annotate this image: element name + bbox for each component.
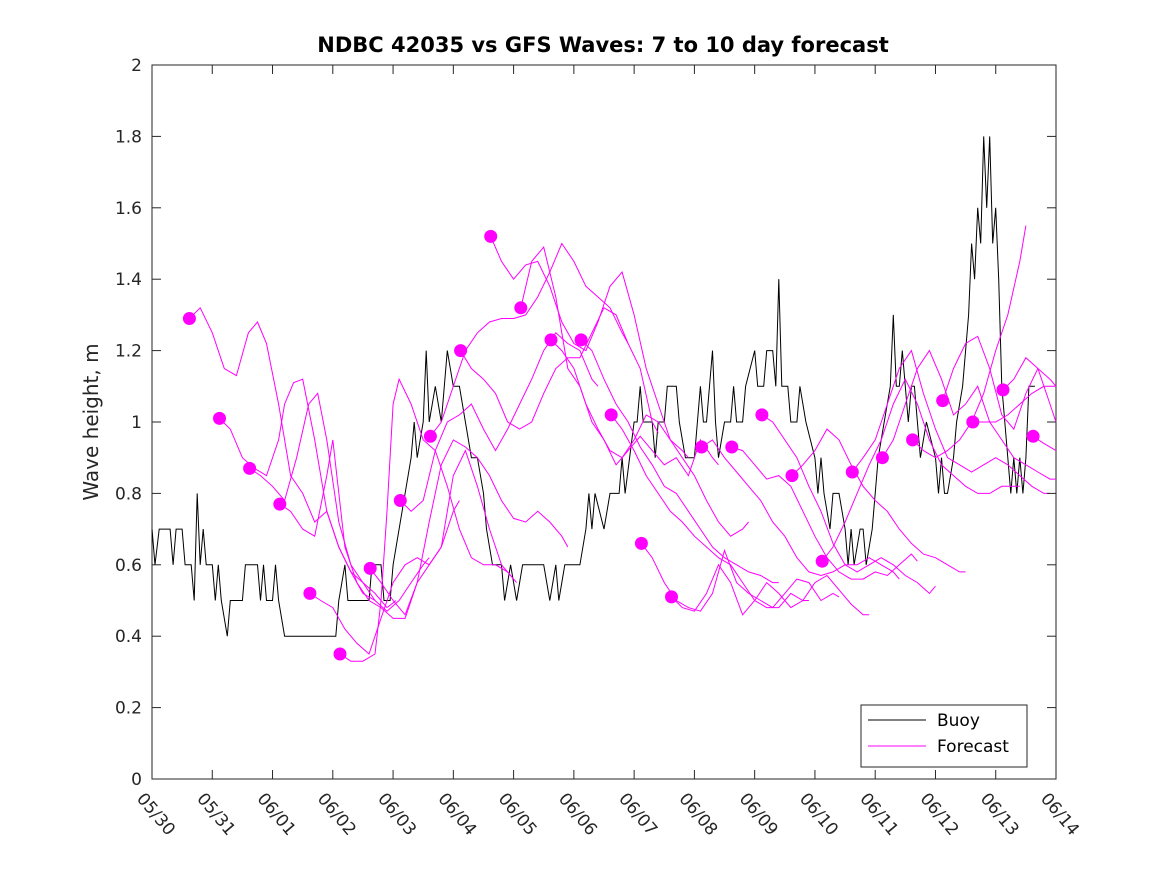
legend-buoy-label: Buoy (937, 711, 980, 731)
forecast-line (671, 563, 870, 616)
y-tick-label: 0.4 (115, 627, 142, 647)
forecast-marker (936, 394, 950, 408)
y-tick-label: 1 (131, 413, 142, 433)
forecast-line (821, 378, 1020, 562)
y-tick-label: 2 (131, 56, 142, 76)
forecast-marker (182, 312, 196, 325)
forecast-line (369, 439, 569, 616)
forecast-line (490, 236, 689, 459)
forecast-marker (785, 469, 799, 483)
forecast-marker (393, 494, 407, 507)
forecast-marker (484, 229, 498, 243)
forecast-line (851, 349, 1050, 494)
forecast-marker (454, 344, 468, 358)
forecast-line (399, 332, 599, 512)
forecast-marker (665, 590, 678, 604)
forecast-marker (303, 586, 317, 600)
y-tick-label: 1.2 (115, 342, 142, 362)
y-axis-label: Wave height, m (79, 343, 103, 500)
forecast-line (430, 242, 629, 437)
y-axis: 0 0.2 0.4 0.6 0.8 1 1.2 1.4 1.6 1.8 2 (115, 56, 1056, 790)
axes-box (151, 64, 1057, 780)
forecast-line (460, 307, 659, 433)
forecast-marker (845, 465, 859, 479)
forecast-marker (213, 411, 226, 425)
forecast-marker (695, 440, 709, 454)
y-tick-label: 0.2 (115, 699, 142, 719)
forecast-marker (273, 497, 287, 511)
y-tick-label: 1.6 (115, 199, 142, 219)
y-tick-label: 1.8 (115, 127, 142, 147)
plot-area (151, 64, 1057, 780)
forecast-marker (996, 383, 1010, 397)
forecast-line (249, 392, 430, 612)
forecast-line (791, 428, 966, 573)
legend: Buoy Forecast (860, 704, 1028, 768)
forecast-line (580, 339, 779, 584)
forecast-marker (604, 408, 618, 422)
forecast-marker (243, 461, 257, 475)
legend-box (860, 704, 1028, 768)
forecast-marker (574, 333, 588, 347)
forecast-marker (1026, 429, 1040, 443)
forecast-marker (544, 333, 558, 347)
forecast-marker (755, 408, 769, 422)
forecast-line (701, 439, 900, 580)
y-tick-label: 0.6 (115, 556, 142, 576)
forecast-line (942, 335, 1057, 431)
forecast-line (610, 414, 809, 609)
forecast-line (339, 377, 517, 662)
forecast-marker (634, 536, 648, 550)
forecast-marker (906, 433, 920, 447)
forecast-marker (423, 429, 437, 443)
forecast-line (761, 414, 936, 595)
forecast-line (309, 449, 514, 655)
y-tick-label: 0 (131, 770, 142, 790)
forecast-markers (182, 229, 1040, 661)
forecast-line (881, 349, 1056, 480)
forecast-marker (514, 301, 528, 315)
forecast-marker (875, 451, 889, 465)
legend-forecast-label: Forecast (937, 737, 1009, 757)
forecast-marker (725, 440, 739, 454)
forecast-line (1002, 356, 1057, 423)
forecast-marker (815, 554, 829, 568)
forecast-marker (333, 647, 347, 661)
chart-title: NDBC 42035 vs GFS Waves: 7 to 10 day for… (317, 33, 888, 57)
y-tick-label: 1.4 (115, 270, 142, 290)
y-tick-label: 0.8 (115, 484, 142, 504)
forecast-line (972, 385, 1056, 423)
forecast-marker (966, 415, 980, 429)
forecast-marker (363, 561, 377, 575)
forecast-line (550, 339, 749, 537)
